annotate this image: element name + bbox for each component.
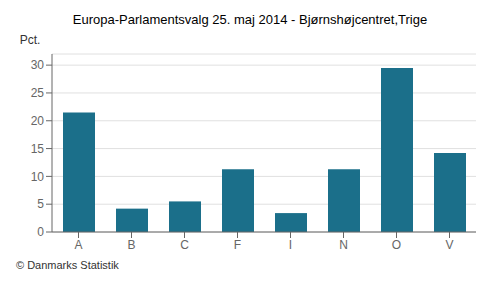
svg-text:5: 5 [37,197,44,211]
svg-text:Pct.: Pct. [20,33,41,47]
svg-text:30: 30 [31,58,45,72]
svg-text:I: I [289,238,292,252]
svg-text:F: F [234,238,241,252]
svg-text:15: 15 [31,142,45,156]
svg-text:A: A [74,238,82,252]
svg-text:B: B [127,238,135,252]
svg-text:20: 20 [31,114,45,128]
svg-text:V: V [445,238,453,252]
svg-text:O: O [392,238,401,252]
html-text:Europa-Parlamentsvalg 25. maj: Europa-Parlamentsvalg 25. maj 2014 - Bjø… [72,12,428,27]
html-text:© Danmarks Statistik: © Danmarks Statistik [16,259,119,271]
svg-text:25: 25 [31,86,45,100]
svg-text:N: N [339,238,348,252]
svg-text:0: 0 [37,225,44,239]
svg-text:C: C [180,238,189,252]
svg-text:10: 10 [31,170,45,184]
